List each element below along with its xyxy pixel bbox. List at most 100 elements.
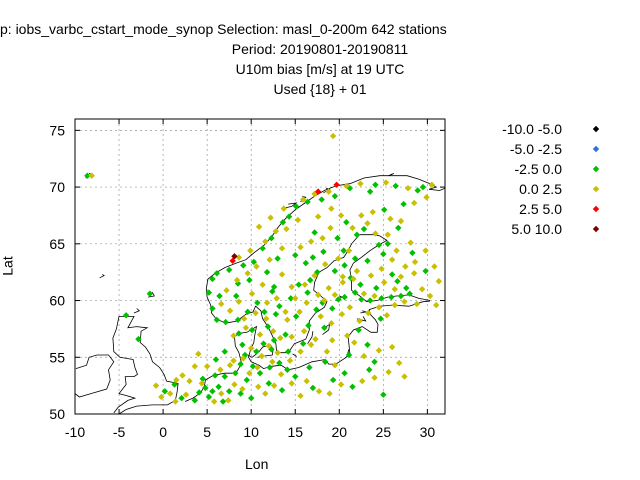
data-point (402, 263, 409, 270)
data-point (419, 183, 427, 191)
data-point (411, 258, 419, 266)
coastline-segment (75, 354, 115, 398)
x-tick-label: 30 (420, 424, 436, 440)
data-point (311, 272, 318, 279)
coastline-segment (388, 173, 395, 177)
data-point (383, 312, 391, 319)
data-point (435, 278, 443, 285)
chart-title-variable: U10m bias [m/s] at 19 UTC (235, 61, 405, 77)
data-point (235, 330, 243, 337)
data-point (270, 283, 278, 291)
data-point (231, 253, 238, 260)
data-point (321, 324, 328, 331)
data-point (345, 351, 353, 359)
data-point (240, 262, 247, 269)
data-point (288, 380, 295, 387)
data-point (326, 390, 333, 397)
data-point (358, 296, 365, 303)
y-tick-label: 55 (49, 349, 65, 365)
data-point (303, 299, 310, 307)
data-point (297, 392, 304, 400)
data-point (372, 230, 379, 237)
axis-ticks: -10 -5 0 5 10 15 20 25 30 50 55 60 65 70 75 (49, 119, 445, 440)
data-point (343, 219, 350, 226)
data-point (209, 275, 216, 283)
data-point (341, 262, 348, 269)
data-point (284, 348, 292, 355)
data-point (391, 301, 398, 309)
data-point (340, 247, 347, 254)
data-point (288, 333, 295, 341)
data-point (226, 362, 234, 369)
coastline-segment (292, 353, 297, 358)
data-point (364, 341, 371, 348)
data-point (235, 298, 243, 305)
data-point (414, 187, 421, 194)
data-point (191, 363, 199, 370)
data-point (372, 181, 379, 189)
data-point (282, 308, 289, 316)
y-tick-label: 70 (49, 179, 65, 195)
data-point (247, 247, 254, 254)
data-point (406, 290, 413, 297)
x-tick-label: 15 (287, 424, 303, 440)
data-point (182, 391, 190, 398)
data-point (378, 265, 385, 272)
data-point (230, 357, 237, 364)
data-point (373, 284, 380, 292)
data-point (270, 382, 278, 389)
data-point (309, 384, 317, 392)
data-point (262, 315, 270, 322)
data-point (203, 363, 211, 370)
coastline-segment (184, 300, 431, 402)
data-point (254, 299, 261, 307)
data-point (304, 198, 311, 206)
data-point (343, 182, 350, 190)
data-point (357, 281, 364, 288)
data-point (418, 285, 426, 293)
data-point (375, 347, 383, 354)
data-point (292, 373, 299, 380)
data-point (262, 238, 269, 245)
data-point (318, 196, 325, 203)
data-point (311, 229, 318, 236)
data-point (219, 398, 227, 405)
x-axis-label: Lon (245, 456, 269, 472)
data-point (329, 132, 337, 140)
data-point (300, 327, 308, 335)
data-point (247, 394, 255, 402)
data-point (409, 249, 416, 257)
data-point (262, 390, 269, 397)
data-point (394, 278, 401, 285)
data-point (277, 371, 285, 378)
data-point (273, 295, 280, 302)
data-point (212, 356, 220, 363)
data-point (225, 388, 233, 395)
data-point (258, 352, 265, 360)
data-point (218, 300, 225, 308)
data-point (276, 303, 283, 310)
data-point (378, 295, 385, 302)
data-point (366, 297, 374, 304)
data-point (369, 208, 376, 216)
data-point (277, 334, 284, 342)
data-point (309, 254, 317, 261)
y-tick-label: 75 (49, 122, 65, 138)
data-point (215, 383, 222, 390)
data-point (321, 261, 329, 268)
data-point (250, 258, 258, 266)
data-point (384, 240, 391, 248)
data-point (401, 298, 408, 305)
data-point (152, 382, 160, 389)
y-axis-label: Lat (0, 256, 16, 276)
legend-label: 2.5 5.0 (519, 201, 562, 217)
data-point (284, 316, 291, 324)
data-point (371, 374, 378, 381)
data-point (366, 188, 374, 195)
data-point (307, 238, 315, 245)
data-point (426, 292, 434, 300)
data-point (299, 196, 307, 203)
data-point (294, 216, 302, 224)
legend: -10.0 -5.0 -5.0 -2.5 -2.5 0.0 0.0 2.5 2.5 5.… (502, 121, 600, 237)
